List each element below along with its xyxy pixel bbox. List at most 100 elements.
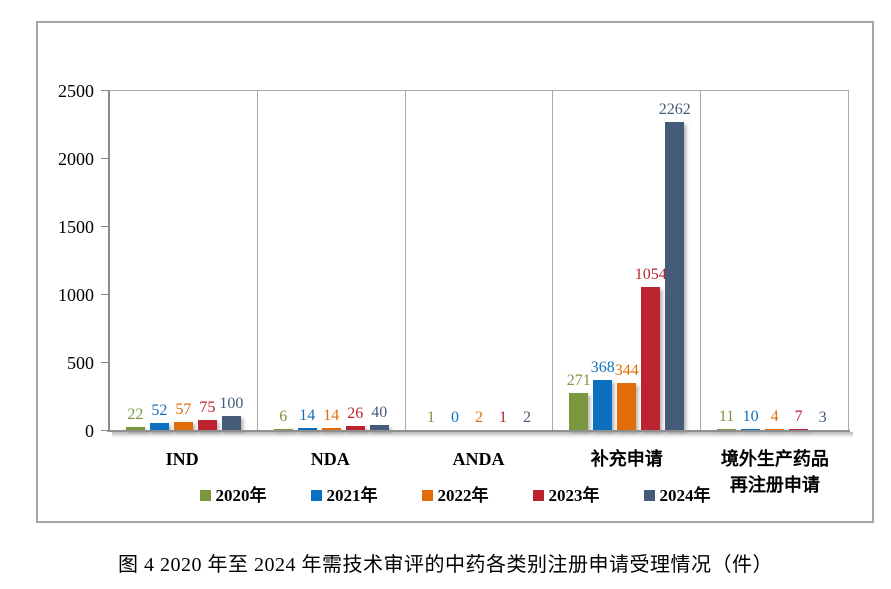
- bar: [273, 429, 293, 430]
- bar-slot: 1: [493, 91, 513, 430]
- bar-slot: 271: [566, 91, 591, 430]
- bar: [197, 419, 217, 430]
- legend-label: 2020年: [215, 486, 267, 505]
- bar-value-label: 26: [347, 405, 364, 423]
- bar: [321, 428, 341, 430]
- bar-value-label: 1054: [634, 265, 667, 283]
- bar-slot: 2: [469, 91, 489, 430]
- category-label: ANDA: [452, 449, 505, 469]
- category-label: NDA: [310, 449, 350, 469]
- bar-slot: 22: [125, 91, 145, 430]
- bar-value-label: 368: [590, 358, 615, 376]
- legend-item: 2021年: [310, 486, 378, 505]
- bar-value-label: 1: [498, 408, 507, 426]
- y-tick-mark: [101, 158, 108, 159]
- bar-slot: 10: [741, 91, 761, 430]
- bar: [345, 426, 365, 430]
- bar: [741, 428, 761, 430]
- bar-value-label: 14: [323, 407, 340, 425]
- chart-caption: 图 4 2020 年至 2024 年需技术审评的中药各类别注册申请受理情况（件）: [118, 554, 773, 576]
- bar-slot: 57: [173, 91, 193, 430]
- bar-slot: 2262: [659, 91, 691, 430]
- bar-value-label: 11: [718, 407, 735, 425]
- y-tick-label: 2500: [58, 81, 94, 101]
- bar-slot: 0: [445, 91, 464, 430]
- legend-label: 2024年: [659, 486, 711, 505]
- bar: [149, 422, 169, 430]
- bar-slot: 100: [219, 91, 244, 430]
- y-tick-label: 1000: [58, 285, 94, 305]
- bar-value-label: 100: [219, 395, 244, 413]
- bar: [717, 428, 737, 430]
- bar-slot: 26: [345, 91, 365, 430]
- category-group: 11 10 4 7 3: [701, 91, 848, 430]
- bar-value-label: 271: [566, 372, 591, 390]
- bar-value-label: 75: [199, 398, 216, 416]
- bar-slot: 344: [615, 91, 639, 430]
- bar-value-label: 14: [299, 407, 316, 425]
- bar-value-label: 40: [371, 403, 388, 421]
- bar-value-label: 1: [426, 408, 435, 426]
- bar-value-label: 22: [127, 406, 144, 424]
- bar-value-label: 2: [522, 408, 531, 426]
- y-tick-mark: [101, 430, 108, 431]
- plot-area: 22 52 57 75 100 6 14 14 26 40 1 0 2 1 2 271 368 344 1054 22…: [108, 90, 849, 430]
- y-tick-label: 0: [85, 421, 94, 441]
- bar: [641, 286, 661, 430]
- legend-label: 2022年: [437, 486, 489, 505]
- y-axis: 2500 2000 1500 1000 500 0: [38, 82, 108, 440]
- category-label: 境外生产药品 再注册申请: [720, 449, 829, 496]
- bar-value-label: 4: [770, 408, 779, 426]
- bar-slot: 6: [273, 91, 293, 430]
- bar: [221, 416, 241, 430]
- x-axis-shadow: [112, 432, 853, 439]
- bar-slot: 40: [369, 91, 389, 430]
- legend-item: 2024年: [643, 486, 711, 505]
- bar: [789, 429, 809, 430]
- legend-item: 2023年: [532, 487, 600, 504]
- bar-slot: 368: [590, 91, 615, 430]
- y-tick-mark: [101, 362, 108, 363]
- bar-slot: 1054: [635, 91, 667, 430]
- bar-value-label: 0: [450, 409, 459, 426]
- category-label: 补充申请: [590, 449, 663, 469]
- chart-frame: 2500 2000 1500 1000 500 0 22 52 57 75 100 6 14 14 26 4…: [36, 21, 874, 523]
- bar: [593, 379, 613, 430]
- bar-slot: 14: [297, 91, 317, 430]
- bar-slot: 75: [197, 91, 217, 430]
- legend-item: 2020年: [199, 486, 267, 505]
- bar-value-label: 7: [794, 408, 803, 426]
- bar: [569, 393, 589, 430]
- bar-value-label: 6: [279, 408, 288, 426]
- y-tick-label: 2000: [58, 149, 94, 169]
- bar-value-label: 10: [742, 407, 759, 425]
- bar: [665, 122, 685, 430]
- legend-swatch: [310, 490, 322, 501]
- bar-slot: 3: [813, 91, 833, 430]
- y-tick-label: 1500: [58, 217, 94, 237]
- bar-slot: 1: [421, 91, 441, 430]
- bar-slot: 14: [321, 91, 341, 430]
- legend-swatch: [199, 490, 211, 501]
- legend-swatch: [421, 490, 433, 501]
- y-tick-label: 500: [67, 353, 94, 373]
- legend-item: 2022年: [421, 486, 489, 505]
- y-tick-mark: [101, 226, 108, 227]
- bar: [125, 427, 145, 430]
- bar-slot: 11: [717, 91, 737, 430]
- category-group: 6 14 14 26 40: [258, 91, 406, 430]
- bar-value-label: 57: [175, 401, 192, 419]
- bar-value-label: 2262: [658, 101, 691, 119]
- bar-slot: 52: [149, 91, 169, 430]
- legend-label: 2021年: [326, 486, 378, 505]
- bar: [765, 429, 785, 430]
- category-group: 271 368 344 1054 2262: [553, 91, 702, 430]
- legend-swatch: [532, 490, 544, 501]
- bar-value-label: 2: [474, 408, 483, 426]
- bar: [617, 383, 637, 430]
- x-axis-line: [107, 430, 850, 432]
- category-axis-labels: IND NDA ANDA 补充申请 境外生产药品 再注册申请: [108, 446, 849, 498]
- legend: 2020年 2021年 2022年 2023年 2024年: [38, 487, 872, 504]
